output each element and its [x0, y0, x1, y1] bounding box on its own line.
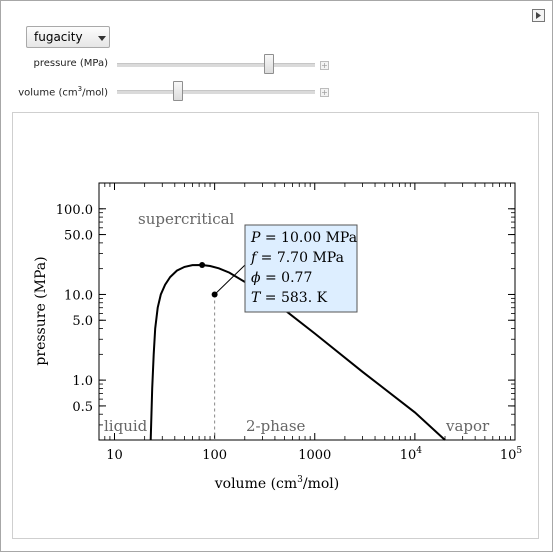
x-tick-labels: 10 100 1000 104 105 — [106, 446, 522, 463]
phase-envelope-curve — [149, 263, 446, 441]
x-axis-label: volume (cm3/mol) — [214, 475, 340, 492]
critical-point-marker — [199, 261, 206, 268]
y-tick-label: 50.0 — [64, 229, 93, 244]
y-tick-label: 5.0 — [72, 314, 93, 329]
x-tick-label: 105 — [500, 446, 523, 463]
plot-frame — [98, 182, 516, 441]
y-axis-label: pressure (MPa) — [33, 256, 49, 365]
function-dropdown-value: fugacity — [34, 30, 83, 44]
x-tick-label: 1000 — [298, 448, 331, 463]
volume-slider-label: volume (cm3/mol) — [18, 85, 108, 99]
region-label-supercritical: supercritical — [138, 210, 235, 228]
pressure-slider-track[interactable] — [117, 63, 315, 67]
pressure-slider-label: pressure (MPa) — [33, 58, 108, 69]
volume-slider-thumb[interactable] — [173, 81, 184, 101]
y-tick-label: 10.0 — [64, 288, 93, 303]
x-tick-label: 104 — [400, 446, 423, 463]
tooltip-pressure: P = 10.00 MPa — [250, 230, 357, 246]
options-toggle-button[interactable] — [532, 9, 545, 22]
axis-ticks — [98, 182, 516, 441]
tooltip-box — [244, 224, 358, 313]
state-tooltip: P = 10.00 MPa f = 7.70 MPa ϕ = 0.77 T = … — [244, 224, 358, 313]
y-tick-labels: 0.5 1.0 5.0 10.0 50.0 100.0 — [56, 203, 93, 415]
region-label-two-phase: 2-phase — [246, 417, 306, 435]
volume-slider-track[interactable] — [117, 90, 315, 94]
pressure-slider-expand-icon[interactable]: + — [320, 61, 329, 70]
play-triangle-icon — [536, 12, 541, 19]
region-label-vapor: vapor — [445, 417, 490, 435]
tooltip-pointer-line — [214, 264, 246, 295]
x-tick-label: 100 — [202, 448, 227, 463]
tooltip-temperature: T = 583. K — [251, 290, 328, 306]
tooltip-fugacity-coefficient: ϕ = 0.77 — [251, 270, 312, 286]
y-tick-label: 100.0 — [56, 203, 93, 218]
x-tick-label: 10 — [106, 448, 123, 463]
state-point-marker — [211, 291, 218, 298]
region-label-liquid: liquid — [104, 417, 148, 435]
y-tick-label: 1.0 — [72, 374, 93, 389]
tooltip-fugacity: f = 7.70 MPa — [250, 250, 344, 266]
y-tick-label: 0.5 — [72, 400, 93, 415]
chevron-down-icon — [98, 36, 106, 41]
pressure-slider-thumb[interactable] — [263, 54, 274, 74]
function-dropdown[interactable]: fugacity — [26, 26, 110, 48]
volume-slider-expand-icon[interactable]: + — [320, 88, 329, 97]
